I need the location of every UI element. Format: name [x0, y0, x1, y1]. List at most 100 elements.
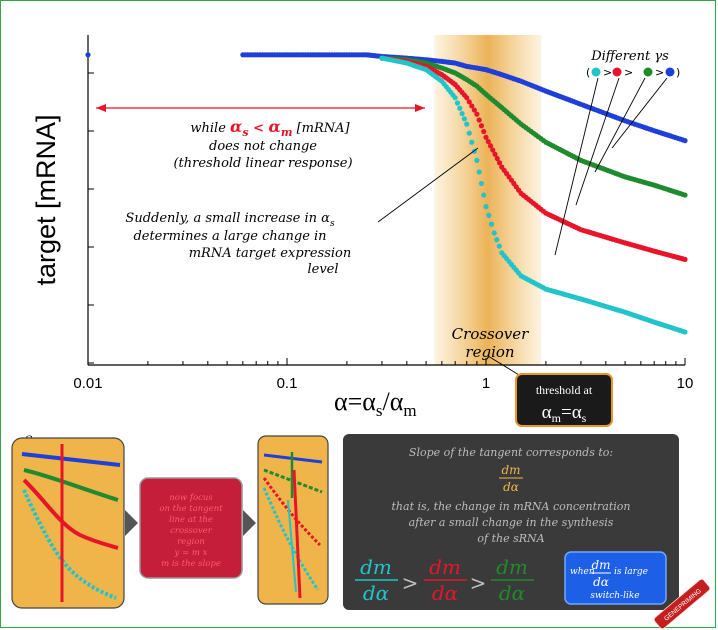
data-point-red [483, 134, 489, 140]
data-point-red [490, 147, 496, 153]
annotation-sudden-3: mRNA target expression [189, 246, 352, 261]
annotation-while: while αs < αm [mRNA] [190, 117, 350, 139]
gamma-dot-green [643, 67, 653, 77]
x-axis-label: α=αs/αm [334, 387, 417, 420]
focus-box: now focus on the tangent line at the cro… [139, 477, 243, 579]
data-points [85, 52, 688, 335]
slope-line-3: after a small change in the synthesis [409, 516, 614, 529]
data-point-cyan [494, 237, 500, 243]
data-point-cyan [452, 95, 458, 101]
crossover-region-band [434, 35, 542, 365]
x-tick-label: 0.1 [277, 375, 298, 392]
series-red [379, 55, 688, 262]
data-point-red [476, 117, 482, 123]
data-point-cyan [488, 221, 495, 227]
focus-line-6: y = m x [174, 548, 208, 558]
slope-dm: dm [501, 463, 520, 477]
zoom-panel-2 [257, 435, 329, 605]
slope-title: Slope of the tangent corresponds to: [409, 446, 613, 459]
data-point-cyan [682, 329, 688, 335]
frac-red-den: dα [432, 581, 459, 605]
switch-like-label: switch-like [590, 591, 639, 601]
data-point-red [474, 111, 480, 117]
data-point-red [481, 128, 487, 135]
y-axis-ticks [88, 72, 94, 364]
data-point-red [478, 123, 485, 129]
threshold-box [515, 373, 613, 427]
gamma-gt: > [655, 66, 664, 79]
gamma-gt: > [603, 66, 612, 79]
annotation-sudden-4: level [307, 262, 338, 277]
linear-response-arrow [96, 104, 425, 112]
data-point-red [682, 256, 688, 262]
data-point-red [466, 99, 472, 105]
gamma-gt: > [624, 66, 633, 79]
frac-red-num: dm [429, 555, 461, 579]
data-point-cyan [459, 110, 465, 117]
slope-line-2: that is, the change in mRNA concentratio… [392, 500, 631, 513]
data-point-red [496, 160, 503, 166]
x-tick-label: 10 [677, 375, 694, 392]
series-cyan [379, 55, 688, 335]
data-point-cyan [469, 139, 475, 145]
focus-line-7: m is the slope [161, 559, 221, 569]
data-point-red [471, 107, 477, 113]
focus-line-1: now focus [169, 493, 213, 503]
x-axis-ticks [87, 358, 686, 365]
gamma-dot-blue [665, 67, 675, 77]
x-tick-label: 1 [482, 375, 490, 392]
gamma-dot-cyan [591, 67, 601, 77]
data-point-red [487, 143, 494, 149]
sudden-pointer-line [377, 147, 479, 223]
annotation-sudden-2: determines a large change in [133, 229, 326, 244]
frac-green-den: dα [499, 581, 526, 605]
data-point-cyan [461, 116, 468, 122]
slope-dalpha: dα [503, 480, 519, 494]
series-blue [85, 52, 688, 144]
switch-like-box [564, 551, 667, 605]
data-point-cyan [457, 105, 463, 111]
svg-text:): ) [676, 66, 680, 79]
annotation-no-change: does not change [209, 139, 317, 154]
focus-line-4: crossover [170, 526, 213, 536]
data-point-red [464, 95, 470, 101]
data-point-cyan [496, 243, 502, 249]
svg-text:(: ( [586, 66, 590, 79]
data-point-cyan [486, 212, 492, 218]
frac-cyan-den: dα [363, 581, 390, 605]
data-point-red [492, 151, 498, 157]
zoom-panel-1 [11, 437, 125, 609]
focus-line-5: region [177, 537, 205, 547]
frac-cyan-num: dm [360, 555, 392, 579]
focus-line-3: line at the [169, 515, 213, 525]
data-point-cyan [474, 157, 480, 163]
gamma-pointer-lines [554, 77, 668, 256]
data-point-cyan [483, 204, 489, 210]
data-point-red [494, 155, 500, 162]
data-point-blue [682, 138, 688, 144]
slope-panel: Slope of the tangent corresponds to: dm … [343, 434, 711, 630]
data-point-cyan [466, 130, 472, 136]
gamma-legend-title: Different γs [590, 49, 669, 64]
arrow-right-2 [243, 510, 256, 536]
annotation-sudden-1: Suddenly, a small increase in αs [125, 211, 335, 229]
threshold-label: threshold at [536, 383, 593, 397]
data-point-red [469, 103, 475, 109]
crossover-label-1: Crossover [452, 325, 529, 343]
data-point-cyan [454, 100, 461, 106]
focus-line-2: on the tangent [159, 504, 223, 514]
data-point-cyan [491, 230, 497, 236]
gt-2: > [470, 571, 487, 595]
y-axis-label: target [mRNA] [31, 114, 61, 285]
slope-line-4: of the sRNA [477, 532, 544, 545]
switch-is-large: is large [614, 567, 648, 577]
frac-green-num: dm [496, 555, 528, 579]
threshold-equation: αm=αs [542, 402, 587, 425]
gt-1: > [402, 571, 419, 595]
switch-when: when [570, 567, 595, 577]
data-point-cyan [464, 121, 470, 127]
switch-dm: dm [591, 558, 610, 572]
data-point-green [682, 192, 688, 198]
